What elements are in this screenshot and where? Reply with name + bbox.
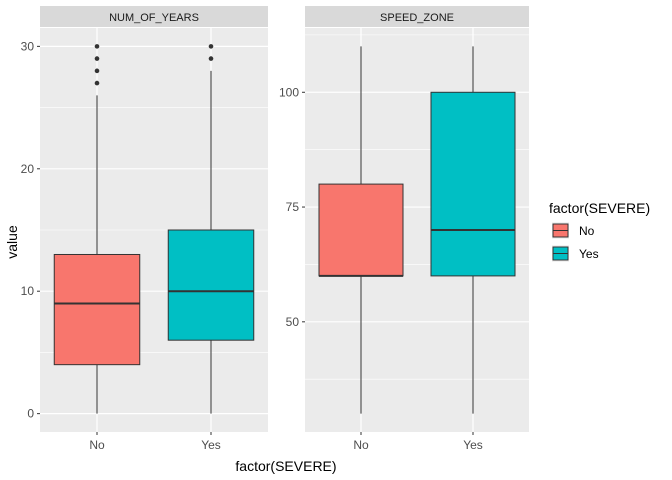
outlier-point [94,56,100,61]
panel-speed-zone: SPEED_ZONE 50 75 100 No Yes [279,6,529,452]
x-tick-label: Yes [463,438,483,452]
legend-item-yes: Yes [552,245,599,262]
box-body [53,253,141,366]
outlier-point [94,80,100,86]
box-body [430,91,516,277]
legend-item-label: Yes [579,247,599,261]
outlier-point [94,68,100,74]
y-tick-label: 50 [286,315,300,329]
panel-num-of-years: NUM_OF_YEARS 0 10 20 30 No Yes [21,6,268,452]
facet-strip [40,6,268,27]
y-axis-title: value [4,225,20,259]
box-body [318,183,404,277]
facet-strip-label: NUM_OF_YEARS [109,12,199,24]
box-body [167,229,255,341]
facet-strip [305,6,529,27]
outlier-point [208,56,214,61]
y-tick-label: 10 [21,284,35,298]
legend: factor(SEVERE) No Yes [549,200,650,262]
legend-title: factor(SEVERE) [549,200,650,216]
legend-item-label: No [579,224,595,238]
outlier-point [94,44,100,49]
y-tick-label: 75 [286,200,300,214]
outlier-point [208,44,214,49]
box-yes [430,46,516,414]
facet-strip-label: SPEED_ZONE [380,12,454,24]
box-no [318,46,404,414]
legend-item-no: No [552,222,595,239]
x-tick-label: Yes [201,438,221,452]
box-yes [167,44,255,414]
box-no [53,44,141,414]
y-tick-label: 100 [279,85,299,99]
y-tick-label: 0 [27,407,34,421]
x-tick-label: No [353,438,369,452]
x-tick-label: No [89,438,105,452]
y-tick-label: 30 [21,39,35,53]
x-axis-title: factor(SEVERE) [235,458,336,474]
y-tick-label: 20 [21,162,35,176]
